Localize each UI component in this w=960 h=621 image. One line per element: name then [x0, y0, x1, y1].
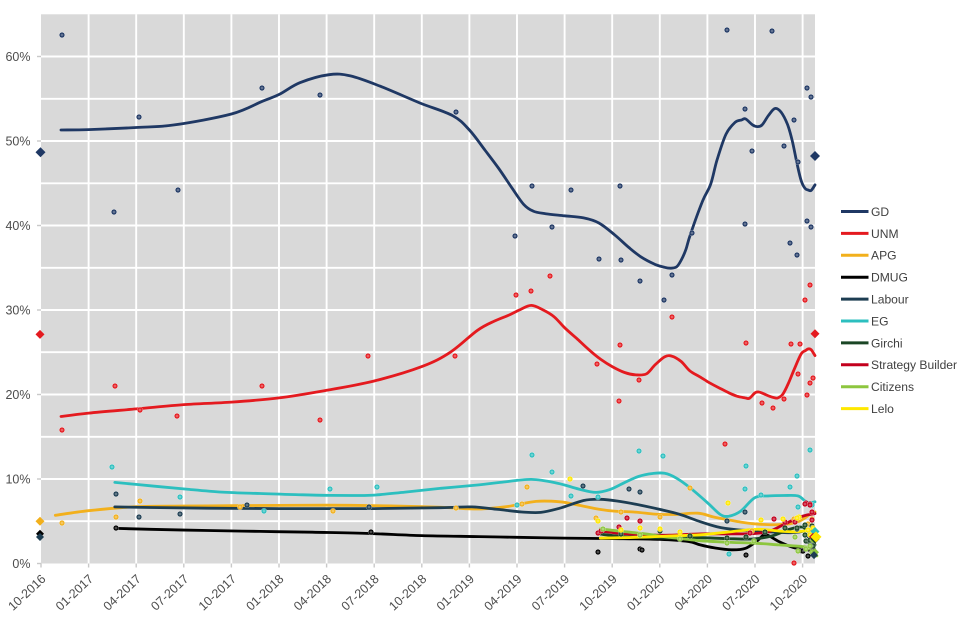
svg-text:10-2018: 10-2018	[386, 572, 429, 614]
svg-text:10%: 10%	[5, 473, 30, 487]
svg-text:DMUG: DMUG	[871, 271, 908, 285]
svg-text:60%: 60%	[5, 50, 30, 64]
svg-text:10-2017: 10-2017	[196, 572, 239, 614]
svg-text:Girchi: Girchi	[871, 336, 903, 350]
svg-text:07-2017: 07-2017	[148, 572, 191, 614]
svg-text:01-2019: 01-2019	[434, 572, 477, 614]
svg-text:10-2019: 10-2019	[577, 572, 620, 614]
svg-text:01-2018: 01-2018	[243, 572, 286, 614]
svg-text:Strategy Builder: Strategy Builder	[871, 358, 957, 372]
svg-text:20%: 20%	[5, 388, 30, 402]
svg-text:10-2020: 10-2020	[767, 572, 810, 614]
svg-text:0%: 0%	[12, 557, 30, 571]
svg-text:04-2020: 04-2020	[672, 572, 715, 614]
svg-text:GD: GD	[871, 205, 889, 219]
svg-text:07-2018: 07-2018	[339, 572, 382, 614]
svg-text:40%: 40%	[5, 219, 30, 233]
svg-text:UNM: UNM	[871, 227, 899, 241]
svg-text:30%: 30%	[5, 304, 30, 318]
svg-text:01-2017: 01-2017	[53, 572, 96, 614]
svg-text:07-2020: 07-2020	[719, 572, 762, 614]
svg-text:07-2019: 07-2019	[529, 572, 572, 614]
svg-text:04-2019: 04-2019	[481, 572, 524, 614]
svg-text:04-2017: 04-2017	[101, 572, 144, 614]
svg-text:EG: EG	[871, 314, 888, 328]
svg-text:04-2018: 04-2018	[291, 572, 334, 614]
svg-text:01-2020: 01-2020	[624, 572, 667, 614]
svg-text:10-2016: 10-2016	[5, 572, 48, 614]
svg-text:APG: APG	[871, 249, 897, 263]
svg-text:Lelo: Lelo	[871, 402, 894, 416]
svg-text:50%: 50%	[5, 135, 30, 149]
svg-text:Citizens: Citizens	[871, 380, 914, 394]
svg-text:Labour: Labour	[871, 293, 909, 307]
